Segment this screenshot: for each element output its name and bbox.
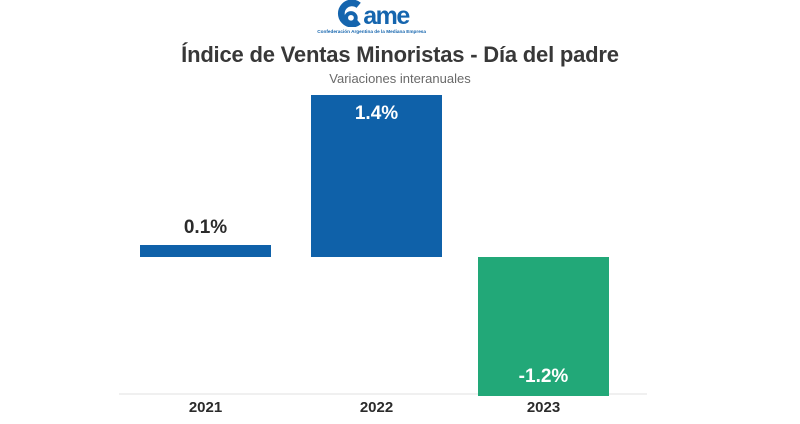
- value-label-2021: 0.1%: [183, 217, 228, 239]
- came-logo-wordmark: ame: [363, 2, 410, 30]
- category-label-2021: 2021: [188, 399, 223, 416]
- baseline-gridline: [119, 393, 647, 395]
- chart-subtitle: Variaciones interanuales: [329, 71, 471, 86]
- category-label-2023: 2023: [526, 399, 561, 416]
- bar-2021: [140, 245, 271, 257]
- came-logo-c-icon: [338, 0, 362, 27]
- bar-2022: [311, 95, 442, 257]
- category-label-2022: 2022: [359, 399, 394, 416]
- chart-title: Índice de Ventas Minoristas - Día del pa…: [181, 42, 619, 67]
- came-logo-inner: ame Confederación Argentina de la Median…: [267, 0, 476, 39]
- came-logo-row: ame: [267, 0, 476, 30]
- came-logo-tagline: Confederación Argentina de la Mediana Em…: [317, 29, 427, 35]
- came-logo: ame Confederación Argentina de la Median…: [0, 0, 800, 42]
- value-label-2022: 1.4%: [354, 103, 399, 125]
- bar-2023: [478, 257, 609, 396]
- value-label-2023: -1.2%: [518, 365, 569, 387]
